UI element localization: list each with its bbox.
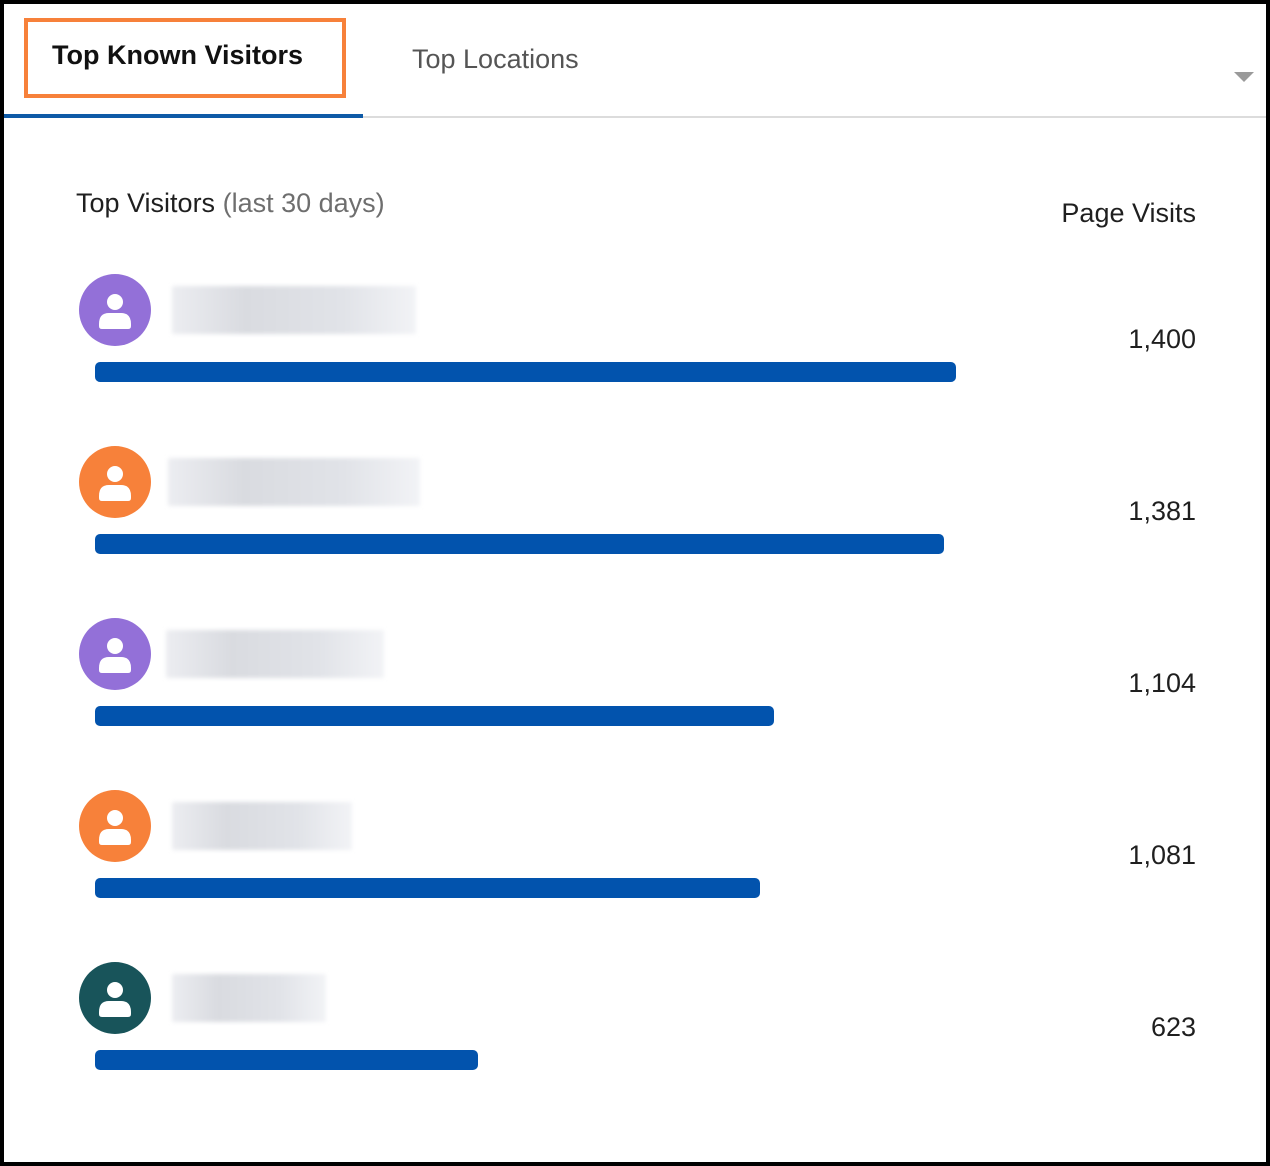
- page-visits-value: 1,381: [1128, 496, 1196, 526]
- tab-top-known-visitors-label: Top Known Visitors: [52, 40, 304, 70]
- visitor-row[interactable]: 1,104: [4, 618, 1266, 738]
- visitor-name-redacted: [166, 630, 384, 678]
- tab-top-locations-label: Top Locations: [412, 44, 579, 74]
- page-visits-value: 1,081: [1128, 840, 1196, 870]
- avatar: [79, 962, 151, 1034]
- visitor-row[interactable]: 1,081: [4, 790, 1266, 910]
- tab-highlight-box: [24, 18, 346, 98]
- visit-bar: [95, 706, 774, 726]
- visitor-name-redacted: [168, 458, 420, 506]
- list-subtitle: (last 30 days): [222, 188, 385, 218]
- tab-dropdown-button[interactable]: [1226, 32, 1266, 82]
- avatar: [79, 446, 151, 518]
- page-visits-value: 623: [1150, 1012, 1196, 1042]
- visit-bar-track: [95, 1050, 995, 1070]
- visit-bar: [95, 362, 956, 382]
- visitor-name-redacted: [172, 286, 416, 334]
- user-icon: [99, 638, 131, 673]
- visit-bar: [95, 1050, 478, 1070]
- user-icon: [99, 466, 131, 501]
- avatar: [79, 790, 151, 862]
- avatar: [79, 618, 151, 690]
- user-icon: [99, 294, 131, 329]
- visitor-row[interactable]: 1,381: [4, 446, 1266, 566]
- tab-bar: Top Known Visitors Top Locations: [4, 4, 1266, 118]
- visitor-row[interactable]: 623: [4, 962, 1266, 1082]
- tab-top-locations[interactable]: Top Locations: [384, 4, 644, 116]
- visit-bar-track: [95, 362, 995, 382]
- visit-bar-track: [95, 878, 995, 898]
- avatar: [79, 274, 151, 346]
- page-visits-value: 1,104: [1128, 668, 1196, 698]
- user-icon: [99, 810, 131, 845]
- page-visits-value: 1,400: [1128, 324, 1196, 354]
- visit-bar: [95, 878, 760, 898]
- visit-bar-track: [95, 534, 995, 554]
- visitor-name-redacted: [172, 802, 352, 850]
- visit-bar: [95, 534, 944, 554]
- visit-bar-track: [95, 706, 995, 726]
- visitor-row[interactable]: 1,400: [4, 274, 1266, 394]
- list-title: Top Visitors (last 30 days): [76, 188, 385, 219]
- page-visits-header: Page Visits: [1061, 198, 1196, 228]
- active-tab-indicator: [4, 114, 363, 118]
- chevron-down-icon: [1234, 72, 1254, 82]
- list-title-text: Top Visitors: [76, 188, 216, 218]
- tab-top-known-visitors[interactable]: Top Known Visitors: [4, 4, 363, 118]
- visitor-name-redacted: [172, 974, 326, 1022]
- user-icon: [99, 982, 131, 1017]
